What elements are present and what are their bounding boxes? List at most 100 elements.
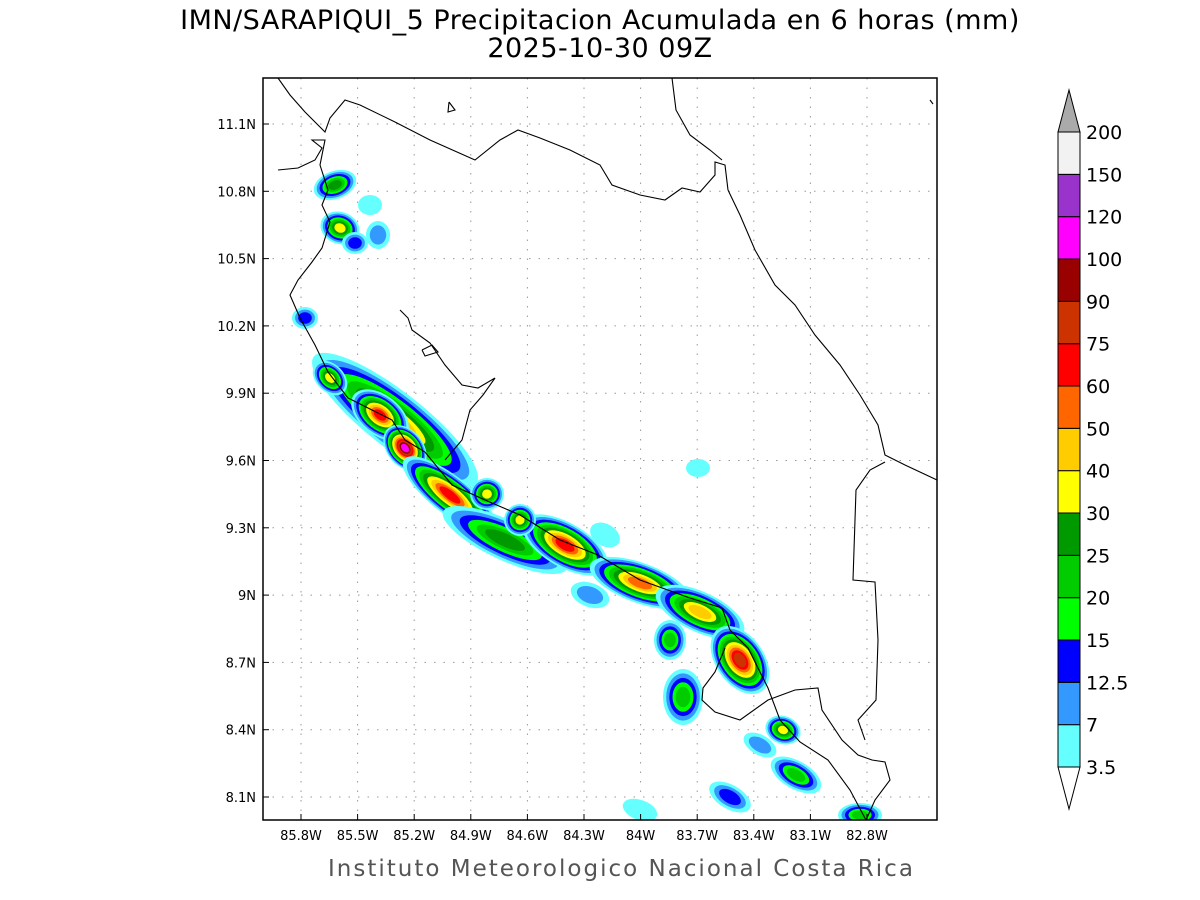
precip-contour (439, 486, 461, 504)
precip-contour (777, 725, 789, 735)
lat-tick-label: 11.1N (217, 118, 256, 133)
footer-credit: Instituto Meteorologico Nacional Costa R… (328, 856, 915, 882)
coastline (929, 99, 934, 105)
lon-tick-label: 84.6W (506, 829, 548, 844)
colorbar-label: 50 (1086, 418, 1110, 440)
precip-contour (675, 686, 691, 708)
colorbar-label: 150 (1086, 164, 1122, 186)
lat-tick-label: 9N (238, 589, 256, 604)
colorbar-swatch (1057, 470, 1081, 514)
colorbar-label: 30 (1086, 503, 1110, 525)
colorbar-label: 15 (1086, 630, 1110, 652)
precip-contour (400, 443, 410, 453)
colorbar-swatch (1057, 427, 1081, 472)
lat-tick-label: 8.1N (226, 791, 256, 806)
coastline (277, 78, 729, 201)
precip-contour (590, 522, 620, 548)
lon-tick-label: 82.8W (846, 829, 888, 844)
colorbar-swatch (1057, 512, 1081, 556)
precip-contour (325, 373, 335, 383)
lat-tick-label: 9.6N (226, 455, 256, 470)
colorbar-swatch (1057, 724, 1081, 768)
lat-tick-label: 8.4N (226, 724, 256, 739)
lat-tick-label: 10.2N (217, 320, 256, 335)
colorbar-over-arrow (1057, 88, 1081, 133)
colorbar-swatch (1057, 681, 1081, 726)
precip-contour (686, 459, 710, 477)
grid-lines (263, 78, 937, 820)
precip-contour (348, 237, 362, 249)
lat-tick-label: 10.5N (217, 253, 256, 268)
precip-contour (555, 538, 575, 552)
coastline (421, 344, 439, 357)
colorbar-label: 3.5 (1086, 757, 1116, 779)
colorbar-swatch (1057, 173, 1081, 218)
colorbar-swatch (1057, 343, 1081, 387)
coastline (399, 309, 496, 461)
colorbar-label: 20 (1086, 588, 1110, 610)
precip-contour (485, 529, 525, 551)
lon-tick-label: 84.9W (450, 829, 492, 844)
lat-tick-label: 9.9N (226, 387, 256, 402)
map-frame (262, 77, 938, 821)
precip-contour (627, 576, 653, 590)
precip-contour (482, 489, 492, 499)
precip-contour (748, 736, 772, 754)
precip-contour (328, 180, 342, 190)
lon-tick-label: 83.4W (733, 829, 775, 844)
map-title: IMN/SARAPIQUI_5 Precipitacion Acumulada … (180, 5, 1020, 36)
colorbar-label: 40 (1086, 461, 1110, 483)
coastline (447, 101, 456, 113)
colorbar-label: 25 (1086, 545, 1110, 567)
coastline (701, 647, 891, 820)
colorbar-label: 75 (1086, 334, 1110, 356)
colorbar-swatch (1057, 300, 1081, 345)
lon-tick-label: 84W (626, 829, 656, 844)
precip-contour (622, 798, 658, 820)
precip-contour (358, 195, 382, 215)
colorbar-label: 12.5 (1086, 672, 1128, 694)
coastline (727, 189, 937, 481)
precip-contour (369, 225, 387, 245)
colorbar-label: 200 (1086, 122, 1122, 144)
precip-contour (719, 788, 741, 806)
colorbar-under-arrow (1057, 766, 1081, 811)
lon-tick-label: 84.3W (563, 829, 605, 844)
precip-contour (664, 632, 676, 648)
precip-contour (515, 515, 525, 525)
colorbar-label: 100 (1086, 249, 1122, 271)
lat-tick-label: 9.3N (226, 522, 256, 537)
lon-tick-label: 83.1W (789, 829, 831, 844)
colorbar-label: 90 (1086, 291, 1110, 313)
precip-contour (851, 810, 869, 820)
colorbar-label: 120 (1086, 207, 1122, 229)
coastline (852, 461, 886, 741)
colorbar-swatch (1057, 554, 1081, 599)
precipitation-field (292, 169, 882, 820)
precip-contour (786, 768, 806, 782)
lon-tick-label: 83.7W (676, 829, 718, 844)
precip-contour (576, 585, 604, 605)
lon-tick-label: 85.8W (280, 829, 322, 844)
coastline (671, 78, 723, 161)
lat-tick-label: 8.7N (226, 656, 256, 671)
precip-contour (688, 604, 712, 620)
colorbar-swatch (1057, 597, 1081, 641)
colorbar-label: 7 (1086, 715, 1098, 737)
colorbar-swatch (1057, 258, 1081, 302)
coastline (277, 139, 867, 820)
colorbar-swatch (1057, 216, 1081, 260)
coastlines (277, 78, 937, 820)
colorbar-swatch (1057, 385, 1081, 429)
precip-contour (733, 652, 747, 668)
precip-contour (334, 223, 346, 233)
lon-tick-label: 85.2W (393, 829, 435, 844)
lat-tick-label: 10.8N (217, 185, 256, 200)
colorbar-swatch (1057, 131, 1081, 175)
colorbar: 3.5 7 12.5 15 20 25 30 40 50 60 75 90 100 120 150 200 (1057, 88, 1128, 811)
colorbar-label: 60 (1086, 376, 1110, 398)
lon-tick-label: 85.5W (337, 829, 379, 844)
colorbar-swatch (1057, 639, 1081, 683)
map-subtitle: 2025-10-30 09Z (487, 33, 713, 64)
